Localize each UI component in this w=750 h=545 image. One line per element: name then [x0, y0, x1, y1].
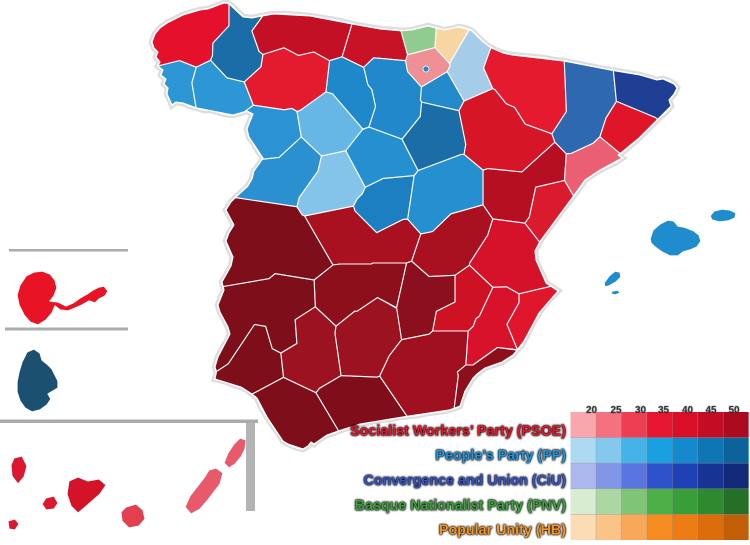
svg-text:Socialist Workers’ Party (PSOE: Socialist Workers’ Party (PSOE)	[350, 424, 566, 440]
svg-text:20: 20	[586, 405, 598, 416]
svg-text:Basque Nationalist Party (PNV): Basque Nationalist Party (PNV)	[355, 498, 567, 514]
svg-text:Convergence and Union (CiU): Convergence and Union (CiU)	[363, 473, 566, 489]
svg-text:40: 40	[682, 405, 694, 416]
svg-text:25: 25	[610, 405, 622, 416]
svg-text:People’s Party (PP): People’s Party (PP)	[435, 448, 566, 464]
svg-text:50: 50	[728, 405, 740, 416]
svg-text:45: 45	[705, 405, 717, 416]
svg-text:30: 30	[635, 405, 647, 416]
svg-text:Popular Unity (HB): Popular Unity (HB)	[439, 523, 566, 539]
svg-text:35: 35	[658, 405, 670, 416]
